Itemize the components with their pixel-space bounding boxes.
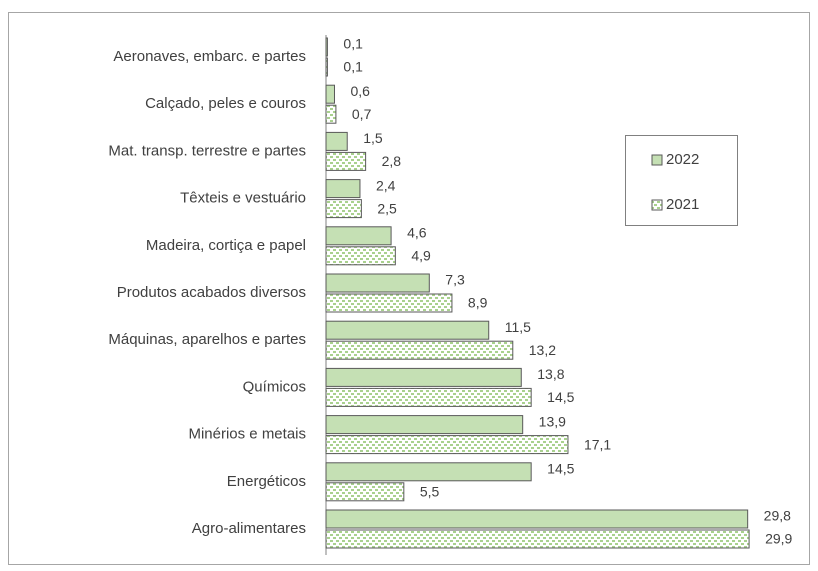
category-label: Mat. transp. terrestre e partes bbox=[108, 142, 306, 159]
frame bbox=[8, 12, 810, 565]
category-label: Minérios e metais bbox=[188, 426, 306, 443]
bar bbox=[325, 57, 328, 77]
value-label: 5,5 bbox=[420, 484, 440, 500]
value-label: 14,5 bbox=[547, 389, 574, 405]
legend-swatch bbox=[651, 154, 663, 166]
bar bbox=[325, 415, 524, 435]
category-label: Têxteis e vestuário bbox=[180, 190, 306, 207]
value-label: 29,8 bbox=[764, 508, 791, 524]
category-label: Químicos bbox=[243, 378, 306, 395]
value-label: 11,5 bbox=[505, 319, 531, 335]
bar bbox=[325, 435, 569, 455]
bar bbox=[325, 226, 392, 246]
value-label: 29,9 bbox=[765, 531, 792, 547]
legend-swatch bbox=[651, 199, 663, 211]
bar bbox=[325, 179, 361, 199]
category-label: Agro-alimentares bbox=[192, 520, 306, 537]
category-label: Máquinas, aparelhos e partes bbox=[108, 331, 306, 348]
value-label: 2,5 bbox=[377, 200, 397, 216]
value-label: 4,9 bbox=[411, 248, 431, 264]
value-label: 0,1 bbox=[343, 59, 363, 75]
value-label: 2,8 bbox=[382, 153, 402, 169]
value-label: 0,6 bbox=[350, 83, 370, 99]
bar bbox=[325, 199, 362, 219]
value-label: 4,6 bbox=[407, 225, 427, 241]
bar bbox=[325, 320, 490, 340]
bar bbox=[325, 151, 367, 171]
bar bbox=[325, 246, 396, 266]
bar bbox=[325, 462, 532, 482]
bar bbox=[325, 482, 405, 502]
legend-label: 2022 bbox=[666, 151, 699, 168]
bar bbox=[325, 529, 750, 549]
value-label: 1,5 bbox=[363, 130, 383, 146]
category-label: Produtos acabados diversos bbox=[117, 284, 306, 301]
bar bbox=[325, 387, 532, 407]
value-label: 14,5 bbox=[547, 461, 574, 477]
bar bbox=[325, 367, 522, 387]
bar bbox=[325, 293, 453, 313]
category-label: Aeronaves, embarc. e partes bbox=[113, 48, 306, 65]
value-label: 0,7 bbox=[352, 106, 372, 122]
category-label: Energéticos bbox=[227, 473, 306, 490]
bar bbox=[325, 340, 514, 360]
legend-label: 2021 bbox=[666, 196, 699, 213]
value-label: 2,4 bbox=[376, 177, 396, 193]
value-label: 0,1 bbox=[343, 36, 363, 52]
bar bbox=[325, 84, 335, 104]
value-label: 8,9 bbox=[468, 295, 488, 311]
bar bbox=[325, 273, 430, 293]
value-label: 13,8 bbox=[537, 366, 564, 382]
value-label: 17,1 bbox=[584, 436, 611, 452]
value-label: 7,3 bbox=[445, 272, 465, 288]
category-label: Madeira, cortiça e papel bbox=[146, 237, 306, 254]
bar bbox=[325, 104, 337, 124]
value-label: 13,9 bbox=[539, 413, 566, 429]
value-label: 13,2 bbox=[529, 342, 556, 358]
bar bbox=[325, 37, 328, 57]
bar bbox=[325, 509, 749, 529]
legend-box bbox=[625, 135, 738, 226]
category-label: Calçado, peles e couros bbox=[145, 95, 306, 112]
bar bbox=[325, 131, 348, 151]
